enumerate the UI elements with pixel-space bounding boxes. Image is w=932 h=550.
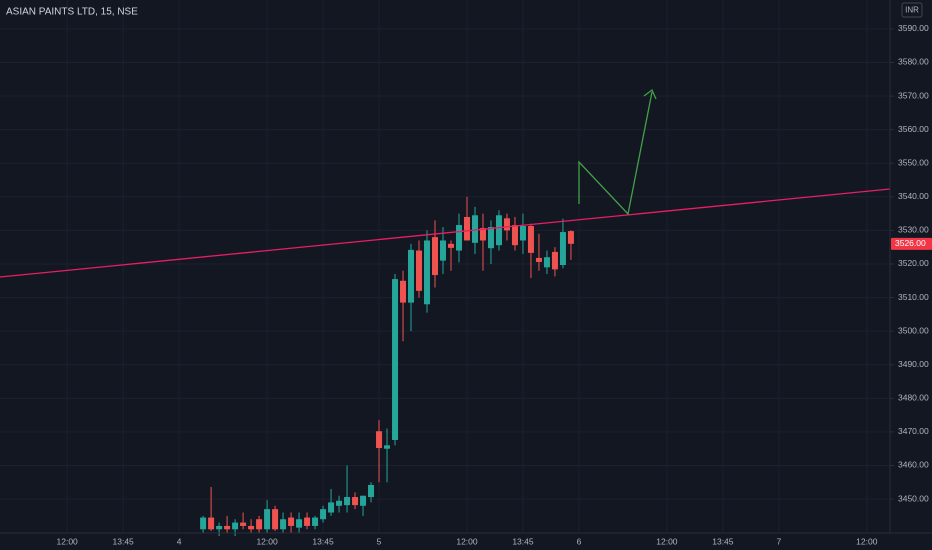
candle-body [344, 497, 351, 506]
candle-body [304, 517, 311, 526]
candle-body [463, 216, 470, 241]
candle-body [384, 445, 391, 449]
y-tick-label: 3580.00 [898, 57, 929, 67]
y-tick-label: 3530.00 [898, 225, 929, 235]
y-tick-label: 3500.00 [898, 325, 929, 335]
candle-body [495, 215, 502, 246]
candle-body [527, 226, 534, 253]
candle-body [360, 495, 367, 506]
grid [0, 0, 890, 533]
candle-body [455, 225, 462, 251]
candle-body [440, 240, 447, 261]
candle-body [471, 215, 478, 243]
y-tick-label: 3590.00 [898, 23, 929, 33]
candle-body [224, 525, 231, 530]
candle-body [519, 226, 526, 241]
y-tick-label: 3550.00 [898, 157, 929, 167]
y-tick-label: 3560.00 [898, 124, 929, 134]
candle-body [232, 522, 239, 530]
candle-body [296, 519, 303, 528]
candle-body [256, 519, 263, 530]
candle-body [487, 227, 494, 249]
candle-body [511, 225, 518, 246]
chart-title: ASIAN PAINTS LTD, 15, NSE [6, 7, 138, 18]
y-tick-label: 3470.00 [898, 426, 929, 436]
candle-body [336, 500, 343, 506]
axes: 3450.00 3460.00 3470.00 3480.00 3490.00 3500.… [57, 23, 932, 546]
y-tick-label: 3460.00 [898, 460, 929, 470]
x-tick-label: 7 [776, 536, 781, 546]
candle-body [272, 509, 279, 530]
x-tick-label: 4 [177, 536, 182, 546]
candle-body [551, 251, 558, 270]
candle-body [208, 517, 215, 530]
currency-box[interactable] [901, 2, 923, 18]
candle-body [535, 257, 542, 262]
x-tick-label: 6 [577, 536, 582, 546]
candle-body [424, 240, 431, 305]
candle-body [503, 218, 510, 231]
y-tick-label: 3480.00 [898, 393, 929, 403]
candle-body [248, 525, 255, 530]
candle-body [328, 502, 335, 513]
candle-body [216, 525, 223, 530]
x-tick-label: 12:00 [656, 536, 678, 546]
y-tick-label: 3540.00 [898, 191, 929, 201]
candle-body [200, 517, 207, 530]
candles [200, 196, 574, 537]
x-tick-label: 12:00 [856, 536, 878, 546]
candle-body [312, 517, 319, 526]
candle-body [280, 519, 287, 530]
candle-body [543, 257, 550, 268]
last-price-label: 3526.00 [895, 238, 926, 248]
arrow-head [643, 88, 657, 100]
x-tick-label: 12:00 [256, 536, 278, 546]
y-tick-label: 3520.00 [898, 258, 929, 268]
x-tick-label: 12:00 [456, 536, 478, 546]
candle-body [432, 237, 439, 276]
candle-body [408, 249, 415, 303]
y-tick-label: 3450.00 [898, 493, 929, 503]
y-tick-label: 3510.00 [898, 292, 929, 302]
candle-body [416, 250, 423, 291]
candle-body [376, 431, 383, 449]
candle-body [288, 517, 295, 526]
last-price-box [891, 237, 932, 250]
x-tick-label: 13:45 [113, 536, 135, 546]
candle-body [352, 497, 359, 506]
x-tick-label: 13:45 [512, 536, 534, 546]
candle-body [567, 231, 574, 244]
currency: INR [905, 6, 919, 15]
trend-line [0, 188, 891, 278]
candle-body [392, 279, 399, 440]
candle-body [447, 243, 454, 248]
candle-body [400, 280, 407, 303]
y-tick-label: 3570.00 [898, 90, 929, 100]
candle-body [240, 522, 247, 526]
candle-body [264, 509, 271, 530]
candle-body [479, 228, 486, 241]
x-tick-label: 5 [377, 536, 382, 546]
x-tick-label: 13:45 [712, 536, 734, 546]
candle-body [368, 484, 375, 498]
y-tick-label: 3490.00 [898, 359, 929, 369]
x-tick-label: 12:00 [57, 536, 79, 546]
candle-body [320, 509, 327, 520]
candle-body [559, 232, 566, 265]
projection-path [578, 91, 653, 216]
x-tick-label: 13:45 [312, 536, 334, 546]
